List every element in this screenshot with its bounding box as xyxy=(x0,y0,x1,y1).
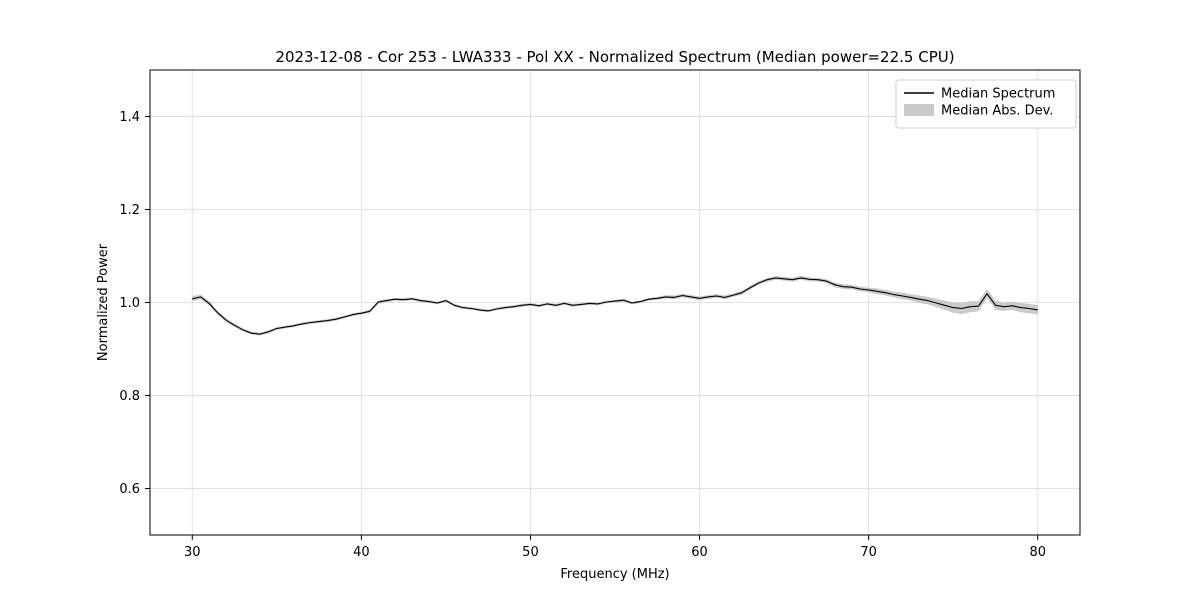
x-tick-label: 30 xyxy=(184,545,201,560)
y-axis-label: Normalized Power xyxy=(96,243,111,361)
legend-label-median-abs-dev: Median Abs. Dev. xyxy=(941,104,1053,119)
y-tick-label: 1.2 xyxy=(119,203,140,218)
y-tick-label: 0.6 xyxy=(119,482,140,497)
legend-label-median-spectrum: Median Spectrum xyxy=(941,87,1055,102)
y-tick-label: 0.8 xyxy=(119,389,140,404)
x-tick-label: 40 xyxy=(353,545,370,560)
legend: Median Spectrum Median Abs. Dev. xyxy=(895,79,1077,129)
x-tick-label: 50 xyxy=(522,545,539,560)
median-spectrum-line-layer xyxy=(192,277,1038,335)
x-tick-label: 60 xyxy=(691,545,708,560)
median-spectrum-line xyxy=(192,277,1038,335)
chart-title: 2023-12-08 - Cor 253 - LWA333 - Pol XX -… xyxy=(275,48,954,66)
x-tick-label: 80 xyxy=(1029,545,1046,560)
x-axis-label: Frequency (MHz) xyxy=(560,567,669,582)
y-tick-label: 1.0 xyxy=(119,296,140,311)
legend-patch-sample xyxy=(904,104,934,116)
y-tick-label: 1.4 xyxy=(119,110,140,125)
tick-layer: 30 40 50 60 70 80 0.6 0.8 1.0 1.2 1.4 xyxy=(119,110,1046,560)
median-abs-dev-band-layer xyxy=(192,276,1038,336)
median-abs-dev-band xyxy=(192,276,1038,336)
legend-box xyxy=(895,79,1077,129)
x-tick-label: 70 xyxy=(860,545,877,560)
